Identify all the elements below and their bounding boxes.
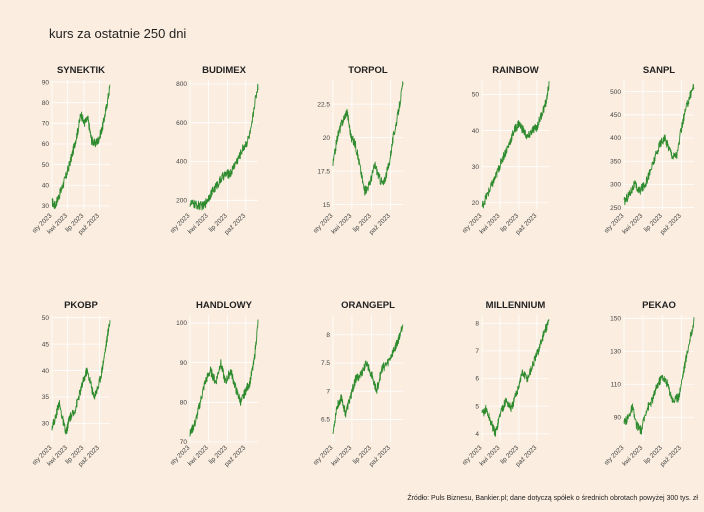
y-tick-label: 300 xyxy=(610,182,621,189)
y-tick-label: 600 xyxy=(176,120,187,127)
y-tick-label: 90 xyxy=(614,414,622,421)
x-tick-label: paź 2023 xyxy=(659,212,683,236)
panel-title: MILLENNIUM xyxy=(486,300,546,311)
y-tick-label: 80 xyxy=(180,400,188,407)
y-tick-label: 60 xyxy=(42,141,50,148)
y-tick-label: 50 xyxy=(42,315,50,322)
y-tick-label: 130 xyxy=(610,348,621,355)
y-tick-label: 80 xyxy=(42,100,50,107)
y-tick-label: 5 xyxy=(475,403,479,410)
y-tick-label: 800 xyxy=(176,81,187,88)
y-tick-label: 50 xyxy=(472,92,480,99)
x-tick-label: kwi 2023 xyxy=(478,444,501,467)
y-tick-label: 17.5 xyxy=(317,168,330,175)
y-tick-label: 6.5 xyxy=(321,417,330,424)
source-note: Źródło: Puls Biznesu, Bankier.pl; dane d… xyxy=(407,495,698,502)
y-tick-label: 45 xyxy=(42,341,50,348)
y-tick-label: 450 xyxy=(610,112,621,119)
series-line xyxy=(189,83,259,211)
panel-title: ORANGEPL xyxy=(341,300,395,311)
page-title: kurs za ostatnie 250 dni xyxy=(49,26,187,41)
y-tick-label: 200 xyxy=(176,197,187,204)
y-tick-label: 15 xyxy=(323,202,331,209)
series-line xyxy=(481,81,550,209)
y-tick-label: 70 xyxy=(42,121,50,128)
y-tick-label: 150 xyxy=(610,315,621,322)
x-tick-label: kwi 2023 xyxy=(187,444,210,467)
series-line xyxy=(481,319,550,437)
x-tick-label: kwi 2023 xyxy=(478,212,501,235)
y-tick-label: 8 xyxy=(326,332,330,339)
y-tick-label: 90 xyxy=(180,360,188,367)
x-tick-label: kwi 2023 xyxy=(187,212,210,235)
panel-title: HANDLOWY xyxy=(196,300,253,311)
y-tick-label: 40 xyxy=(42,182,50,189)
series-line xyxy=(51,84,111,209)
y-tick-label: 40 xyxy=(472,128,480,135)
x-tick-label: kwi 2023 xyxy=(621,444,644,467)
panel-title: PEKAO xyxy=(642,300,676,311)
series-line xyxy=(623,83,695,206)
y-tick-label: 100 xyxy=(176,320,187,327)
y-tick-label: 7 xyxy=(475,348,479,355)
y-tick-label: 350 xyxy=(610,158,621,165)
y-tick-label: 30 xyxy=(42,203,50,210)
y-tick-label: 110 xyxy=(611,381,622,388)
panel-title: BUDIMEX xyxy=(202,65,246,76)
panel-title: TORPOL xyxy=(348,65,388,76)
series-line xyxy=(332,81,404,196)
y-tick-label: 30 xyxy=(472,164,480,171)
y-tick-label: 35 xyxy=(42,394,50,401)
panel-title: RAINBOW xyxy=(492,65,538,76)
panel-title: SYNEKTIK xyxy=(57,65,105,76)
y-tick-label: 7.5 xyxy=(321,360,330,367)
y-tick-label: 50 xyxy=(42,162,50,169)
series-line xyxy=(51,320,111,435)
y-tick-label: 4 xyxy=(475,431,479,438)
panel-title: PKOBP xyxy=(64,300,98,311)
panel-title: SANPL xyxy=(643,65,675,76)
x-tick-label: kwi 2023 xyxy=(330,212,353,235)
y-tick-label: 400 xyxy=(610,135,621,142)
series-line xyxy=(332,324,404,435)
y-tick-label: 70 xyxy=(180,439,188,446)
y-tick-label: 8 xyxy=(475,320,479,327)
y-tick-label: 30 xyxy=(42,421,50,428)
y-tick-label: 500 xyxy=(610,89,621,96)
y-tick-label: 20 xyxy=(323,135,331,142)
y-tick-label: 6 xyxy=(475,376,479,383)
y-tick-label: 20 xyxy=(472,200,480,207)
series-line xyxy=(623,317,695,435)
y-tick-label: 90 xyxy=(42,79,50,86)
x-tick-label: paź 2023 xyxy=(659,444,683,468)
y-tick-label: 22.5 xyxy=(317,101,330,108)
y-tick-label: 400 xyxy=(176,159,187,166)
y-tick-label: 40 xyxy=(42,368,50,375)
y-tick-label: 7 xyxy=(326,388,330,395)
x-tick-label: paź 2023 xyxy=(368,444,392,468)
x-tick-label: kwi 2023 xyxy=(330,444,353,467)
x-tick-label: kwi 2023 xyxy=(621,212,644,235)
y-tick-label: 250 xyxy=(610,205,621,212)
series-line xyxy=(189,319,259,437)
x-tick-label: paź 2023 xyxy=(368,212,392,236)
